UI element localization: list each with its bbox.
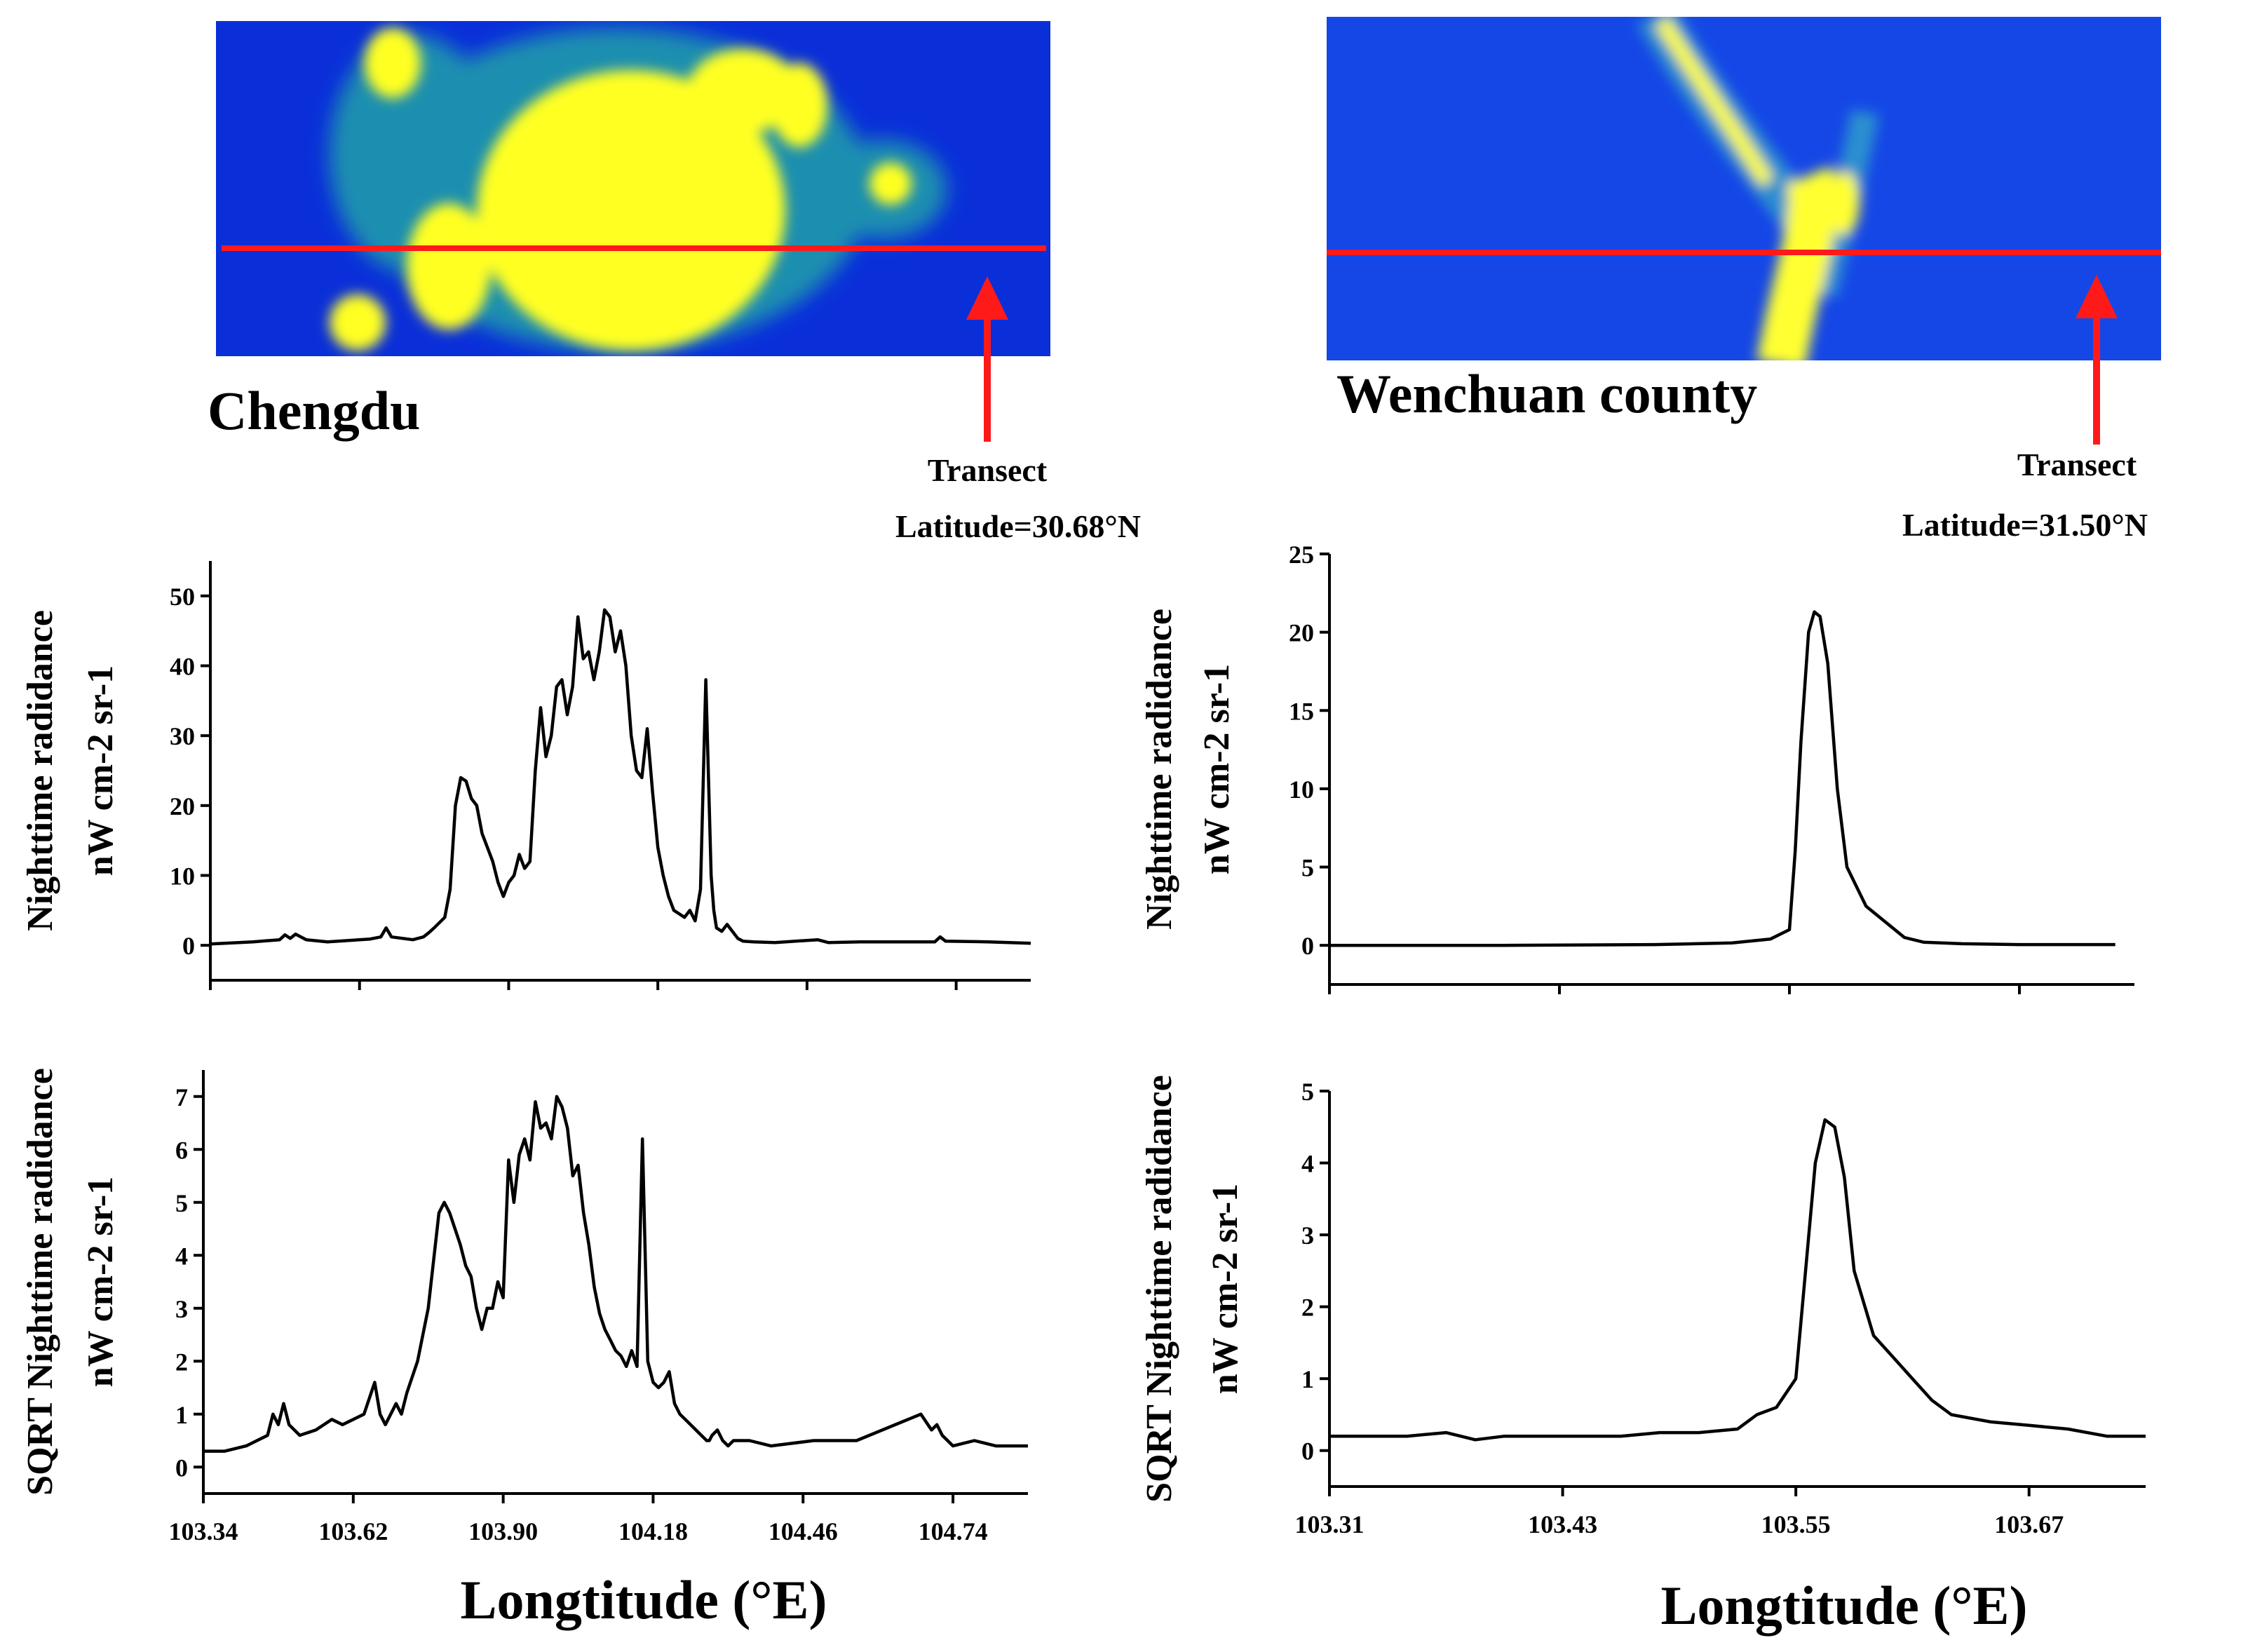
- series-line: [1329, 1118, 2146, 1442]
- x-tick-label: 104.18: [618, 1517, 688, 1545]
- y-tick-label: 30: [170, 722, 195, 750]
- map-chengdu-urban-core: [330, 28, 912, 351]
- map-chengdu-arrow: [966, 276, 1008, 442]
- x-axis-title-left: Longtitude (°E): [460, 1569, 827, 1630]
- x-tick-label: 104.46: [769, 1517, 838, 1545]
- map-wenchuan-arrow: [2076, 275, 2118, 445]
- y-tick-label: 20: [170, 792, 195, 820]
- chart-chengdu-sqrt-radiance: 0 1 2 3 4 5 6 7 103.34 103.62 103.90 104.18 104.46 10…: [20, 1068, 1028, 1545]
- y-tick-label: 25: [1289, 541, 1314, 569]
- y-tick-label: 5: [1301, 1078, 1314, 1106]
- y-axis-title: SQRT Nighttime radidance: [1139, 1075, 1179, 1503]
- y-tick-label: 5: [175, 1189, 188, 1217]
- y-tick-label: 0: [182, 932, 195, 960]
- map-wenchuan-latitude-label: Latitude=31.50°N: [1902, 507, 2148, 543]
- y-axis-unit: nW cm-2 sr-1: [1205, 1184, 1245, 1394]
- y-axis-title: SQRT Nighttime radidance: [20, 1068, 60, 1496]
- x-tick-label: 103.31: [1295, 1510, 1365, 1538]
- y-tick-label: 20: [1289, 619, 1314, 647]
- y-tick-label: 50: [170, 583, 195, 611]
- y-tick-label: 4: [175, 1242, 188, 1270]
- y-tick-label: 2: [1301, 1294, 1314, 1322]
- x-tick-label: 103.90: [468, 1517, 538, 1545]
- x-tick-label: 103.34: [169, 1517, 238, 1545]
- y-tick-label: 10: [170, 862, 195, 891]
- map-wenchuan-title: Wenchuan county: [1336, 363, 1757, 424]
- y-tick-label: 6: [175, 1136, 188, 1164]
- y-tick-label: 0: [1301, 1437, 1314, 1465]
- map-wenchuan-transect-label: Transect: [2017, 447, 2137, 482]
- y-axis-title: Nighttime radidance: [1139, 609, 1179, 930]
- y-tick-label: 4: [1301, 1150, 1314, 1178]
- x-tick-label: 103.55: [1761, 1510, 1831, 1538]
- map-chengdu-title: Chengdu: [208, 380, 420, 441]
- y-axis-unit: nW cm-2 sr-1: [81, 1177, 121, 1387]
- y-tick-label: 0: [1301, 932, 1314, 960]
- map-chengdu: Chengdu Transect Latitude=30.68°N: [208, 21, 1141, 544]
- y-tick-label: 3: [175, 1295, 188, 1323]
- y-axis-unit: nW cm-2 sr-1: [81, 665, 121, 876]
- y-tick-label: 0: [175, 1454, 188, 1482]
- chart-chengdu-radiance: 0 10 20 30 40 50 Nighttime radidance nW cm-2 sr…: [20, 561, 1031, 990]
- y-axis-title: Nighttime radidance: [20, 610, 60, 931]
- map-wenchuan-background: [1327, 17, 2161, 360]
- y-tick-label: 2: [175, 1348, 188, 1376]
- y-tick-label: 7: [175, 1083, 188, 1111]
- chart-wenchuan-sqrt-radiance: 0 1 2 3 4 5 103.31 103.43 103.55 103.67 SQRT Night…: [1139, 1075, 2146, 1538]
- y-tick-label: 5: [1301, 854, 1314, 882]
- map-chengdu-latitude-label: Latitude=30.68°N: [895, 508, 1141, 544]
- series-line: [1329, 610, 2115, 947]
- y-tick-label: 1: [1301, 1365, 1314, 1393]
- map-chengdu-transect-label: Transect: [928, 452, 1048, 488]
- y-tick-label: 10: [1289, 776, 1314, 804]
- x-tick-label: 104.74: [919, 1517, 988, 1545]
- y-axis-unit: nW cm-2 sr-1: [1197, 664, 1237, 874]
- map-wenchuan: Wenchuan county Transect Latitude=31.50°…: [1327, 17, 2161, 543]
- chart-wenchuan-radiance: 0 5 10 15 20 25 Nighttime radidance nW cm-2 sr-…: [1139, 541, 2134, 994]
- y-tick-label: 3: [1301, 1221, 1314, 1250]
- y-tick-label: 15: [1289, 697, 1314, 725]
- series-line: [210, 608, 1031, 946]
- y-tick-label: 40: [170, 653, 195, 681]
- x-tick-label: 103.62: [318, 1517, 388, 1545]
- series-line: [203, 1095, 1028, 1453]
- x-tick-label: 103.43: [1528, 1510, 1597, 1538]
- y-tick-label: 1: [175, 1401, 188, 1429]
- x-tick-label: 103.67: [1994, 1510, 2064, 1538]
- x-axis-title-right: Longtitude (°E): [1660, 1575, 2027, 1636]
